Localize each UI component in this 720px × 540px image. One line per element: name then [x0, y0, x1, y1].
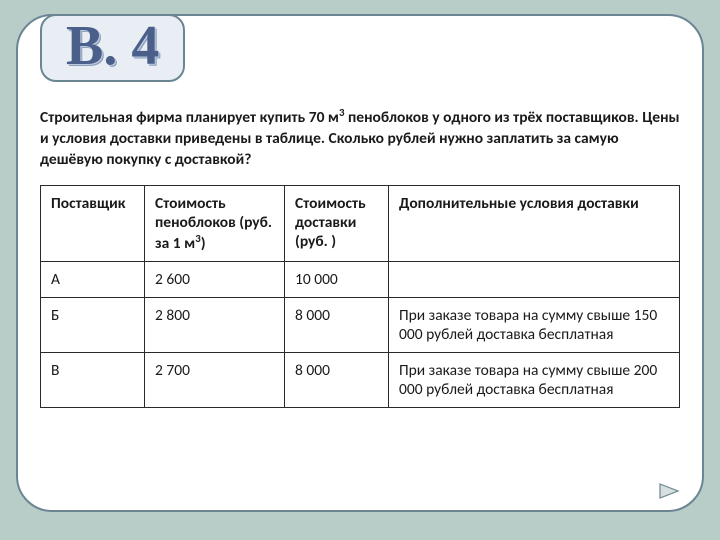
- cell-supplier: Б: [41, 298, 145, 353]
- cell-delivery: 10 000: [285, 262, 389, 298]
- cell-cost: 2 700: [145, 353, 285, 408]
- cell-supplier: А: [41, 262, 145, 298]
- title-box: В. 4: [40, 14, 185, 82]
- table-row: А 2 600 10 000: [41, 262, 680, 298]
- table-row: Б 2 800 8 000 При заказе товара на сумму…: [41, 298, 680, 353]
- cell-cost: 2 600: [145, 262, 285, 298]
- problem-text: Строительная фирма планирует купить 70 м…: [40, 106, 680, 171]
- cell-conditions: [389, 262, 680, 298]
- col-conditions-header: Дополнительные условия доставки: [389, 185, 680, 261]
- table-header-row: Поставщик Стоимость пеноблоков (руб. за …: [41, 185, 680, 261]
- col-supplier-header: Поставщик: [41, 185, 145, 261]
- data-table: Поставщик Стоимость пеноблоков (руб. за …: [40, 185, 680, 408]
- table-row: В 2 700 8 000 При заказе товара на сумму…: [41, 353, 680, 408]
- next-arrow-icon[interactable]: [658, 482, 680, 500]
- cell-delivery: 8 000: [285, 298, 389, 353]
- slide-card: В. 4 Строительная фирма планирует купить…: [16, 14, 704, 512]
- cell-conditions: При заказе товара на сумму свыше 150 000…: [389, 298, 680, 353]
- cell-delivery: 8 000: [285, 353, 389, 408]
- slide-title: В. 4: [66, 15, 159, 77]
- cell-conditions: При заказе товара на сумму свыше 200 000…: [389, 353, 680, 408]
- cell-supplier: В: [41, 353, 145, 408]
- col-delivery-header: Стоимость доставки (руб. ): [285, 185, 389, 261]
- cell-cost: 2 800: [145, 298, 285, 353]
- col-cost-header: Стоимость пеноблоков (руб. за 1 м3): [145, 185, 285, 261]
